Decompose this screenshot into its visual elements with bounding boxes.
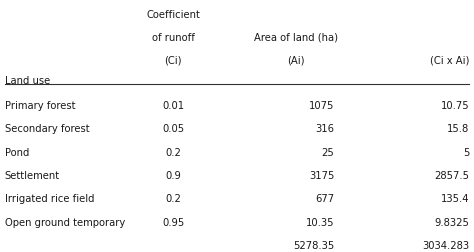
Text: 0.01: 0.01 xyxy=(162,101,184,111)
Text: 677: 677 xyxy=(315,194,334,204)
Text: 0.05: 0.05 xyxy=(162,124,184,134)
Text: Primary forest: Primary forest xyxy=(5,101,75,111)
Text: (Ai): (Ai) xyxy=(288,55,305,66)
Text: 5: 5 xyxy=(463,147,469,157)
Text: (Ci x Ai): (Ci x Ai) xyxy=(430,55,469,66)
Text: 0.2: 0.2 xyxy=(165,194,181,204)
Text: 0.2: 0.2 xyxy=(165,147,181,157)
Text: 1075: 1075 xyxy=(309,101,334,111)
Text: 9.8325: 9.8325 xyxy=(434,217,469,227)
Text: 0.9: 0.9 xyxy=(165,170,181,180)
Text: 25: 25 xyxy=(321,147,334,157)
Text: 15.8: 15.8 xyxy=(447,124,469,134)
Text: Area of land (ha): Area of land (ha) xyxy=(254,33,338,43)
Text: 0.95: 0.95 xyxy=(162,217,184,227)
Text: Land use: Land use xyxy=(5,76,50,86)
Text: 316: 316 xyxy=(315,124,334,134)
Text: Settlement: Settlement xyxy=(5,170,60,180)
Text: Open ground temporary: Open ground temporary xyxy=(5,217,125,227)
Text: Secondary forest: Secondary forest xyxy=(5,124,90,134)
Text: 135.4: 135.4 xyxy=(441,194,469,204)
Text: Irrigated rice field: Irrigated rice field xyxy=(5,194,94,204)
Text: of runoff: of runoff xyxy=(152,33,194,43)
Text: Coefficient: Coefficient xyxy=(146,10,200,20)
Text: (Ci): (Ci) xyxy=(164,55,182,66)
Text: 10.75: 10.75 xyxy=(441,101,469,111)
Text: 10.35: 10.35 xyxy=(306,217,334,227)
Text: 2857.5: 2857.5 xyxy=(434,170,469,180)
Text: 3175: 3175 xyxy=(309,170,334,180)
Text: 5278.35: 5278.35 xyxy=(293,240,334,250)
Text: Pond: Pond xyxy=(5,147,29,157)
Text: 3034.283: 3034.283 xyxy=(422,240,469,250)
